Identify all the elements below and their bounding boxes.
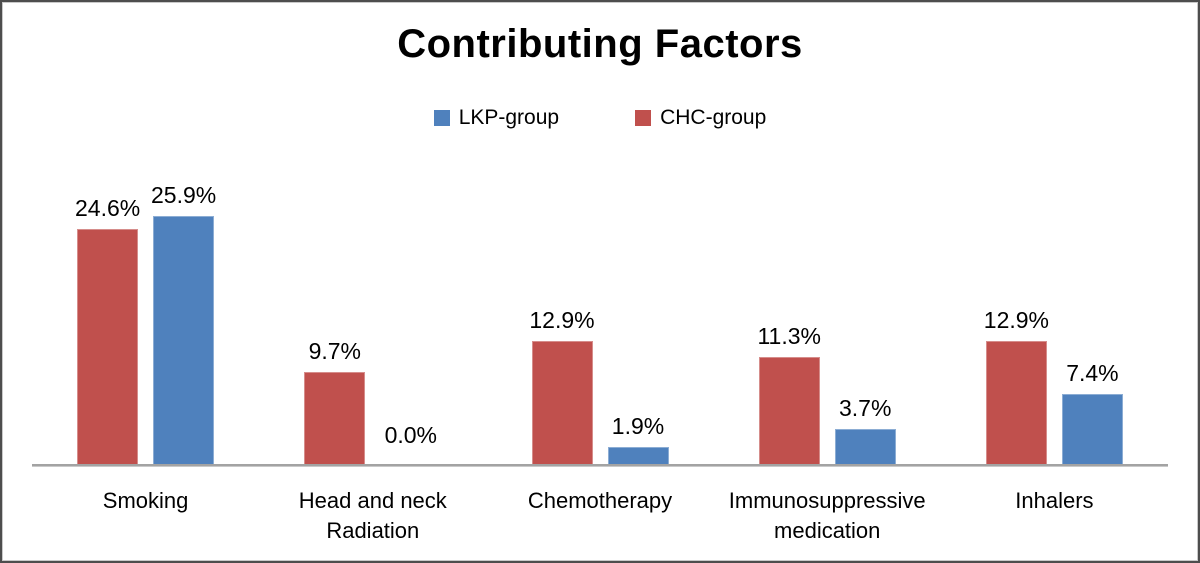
category-label-5: Inhalers	[1015, 488, 1094, 513]
data-label: 24.6%	[74, 194, 141, 221]
legend-label: LKP-group	[458, 106, 560, 129]
data-label: 0.0%	[384, 422, 438, 448]
data-label: 7.4%	[1066, 359, 1119, 386]
bar-fill	[758, 356, 820, 465]
bar-chc-group-4: 11.3%	[757, 323, 821, 465]
x-axis-line	[32, 464, 1168, 467]
bar-group-4: 11.3% 3.7%	[714, 2, 941, 465]
bar-lkp-group-1: 25.9%	[151, 182, 216, 465]
bar-group-1: 24.6% 25.9%	[32, 2, 259, 465]
bar-chc-group-2: 9.7%	[304, 338, 366, 465]
bar-fill	[985, 341, 1047, 465]
bar-group-5: 12.9% 7.4%	[941, 2, 1168, 465]
legend-label: CHC-group	[660, 106, 767, 129]
bar-fill	[607, 446, 669, 465]
bar-lkp-group-3: 1.9%	[607, 413, 669, 465]
data-label: 12.9%	[529, 307, 595, 334]
data-label: 3.7%	[838, 395, 892, 422]
category-label-3: Chemotherapy	[527, 488, 673, 513]
legend-swatch-icon	[635, 110, 652, 126]
legend-swatch-icon	[433, 110, 450, 126]
data-label: 1.9%	[611, 412, 665, 439]
data-label: 12.9%	[983, 307, 1050, 334]
bar-fill	[531, 341, 593, 465]
bar-fill	[834, 429, 896, 465]
data-label: 9.7%	[308, 337, 362, 364]
bar-fill	[77, 228, 139, 465]
legend-item-lkp-group: LKP-group	[433, 106, 560, 130]
bar-lkp-group-5: 7.4%	[1061, 360, 1123, 465]
category-labels: Smoking Head and neck Radiation Chemothera…	[32, 486, 1168, 545]
bar-fill	[153, 216, 215, 465]
data-label: 25.9%	[150, 182, 217, 209]
legend: LKP-group CHC-group	[2, 106, 1198, 130]
legend-item-chc-group: CHC-group	[635, 106, 766, 130]
bar-lkp-group-4: 3.7%	[834, 395, 896, 465]
category-label-1: Smoking	[102, 488, 189, 513]
bar-groups: 24.6% 25.9% 9.7% 0.0% 12.9% 1.9% 11.3% 3.7% 12.9…	[32, 2, 1168, 465]
chart-title: Contributing Factors	[397, 22, 803, 66]
bar-group-3: 12.9% 1.9%	[486, 2, 713, 465]
bar-group-2: 9.7% 0.0%	[259, 2, 486, 465]
category-label-4: Immunosuppressive medication	[728, 488, 926, 543]
bar-fill	[1061, 393, 1123, 465]
bar-chc-group-5: 12.9%	[984, 307, 1049, 465]
category-label-2: Head and neck Radiation	[298, 488, 447, 543]
data-label: 11.3%	[757, 322, 821, 349]
bar-chc-group-1: 24.6%	[75, 195, 140, 465]
bar-chc-group-3: 12.9%	[529, 307, 595, 465]
bar-fill	[304, 371, 366, 465]
